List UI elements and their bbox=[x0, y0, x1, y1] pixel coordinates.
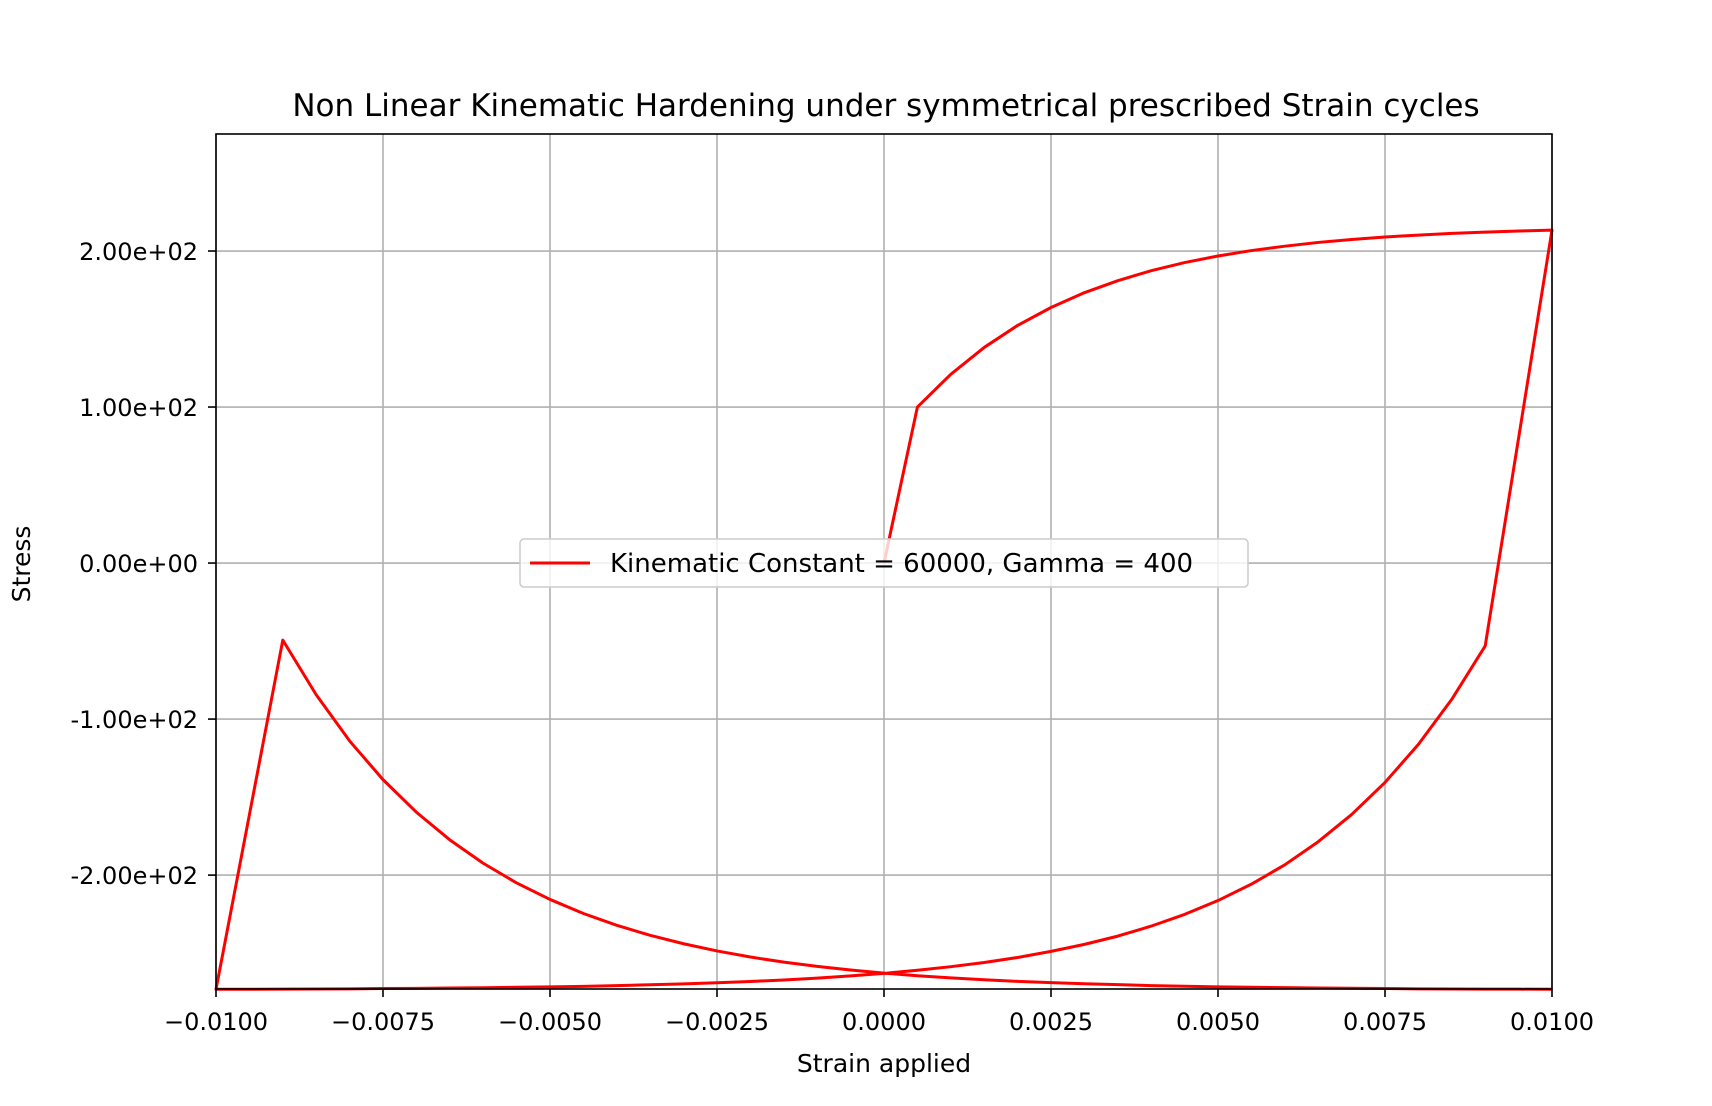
y-axis: -2.00e+02 -1.00e+02 0.00e+00 1.00e+02 2.00e+… bbox=[70, 238, 216, 890]
legend: Kinematic Constant = 60000, Gamma = 400 bbox=[519, 538, 1249, 588]
chart-title: Non Linear Kinematic Hardening under sym… bbox=[292, 88, 1479, 124]
legend-box bbox=[519, 538, 1249, 588]
y-tick-label: 2.00e+02 bbox=[79, 238, 198, 266]
x-tick-label: 0.0000 bbox=[842, 1008, 926, 1036]
x-axis: −0.0100 −0.0075 −0.0050 −0.0025 0.0000 0.0025… bbox=[164, 989, 1594, 1036]
x-tick-label: 0.0025 bbox=[1009, 1008, 1093, 1036]
x-tick-label: −0.0100 bbox=[164, 1008, 268, 1036]
x-axis-label: Strain applied bbox=[797, 1049, 971, 1078]
y-tick-label: 1.00e+02 bbox=[79, 394, 198, 422]
y-tick-label: -2.00e+02 bbox=[70, 862, 198, 890]
x-tick-label: −0.0025 bbox=[665, 1008, 769, 1036]
y-tick-label: -1.00e+02 bbox=[70, 706, 198, 734]
x-tick-label: −0.0050 bbox=[498, 1008, 602, 1036]
series-group bbox=[214, 228, 1554, 991]
legend-label: Kinematic Constant = 60000, Gamma = 400 bbox=[610, 549, 1193, 579]
x-tick-label: 0.0050 bbox=[1176, 1008, 1260, 1036]
x-tick-label: −0.0075 bbox=[331, 1008, 435, 1036]
x-tick-label: 0.0075 bbox=[1343, 1008, 1427, 1036]
y-axis-label: Stress bbox=[7, 526, 36, 603]
series-line bbox=[214, 228, 1554, 991]
y-tick-label: 0.00e+00 bbox=[79, 550, 198, 578]
x-tick-label: 0.0100 bbox=[1510, 1008, 1594, 1036]
